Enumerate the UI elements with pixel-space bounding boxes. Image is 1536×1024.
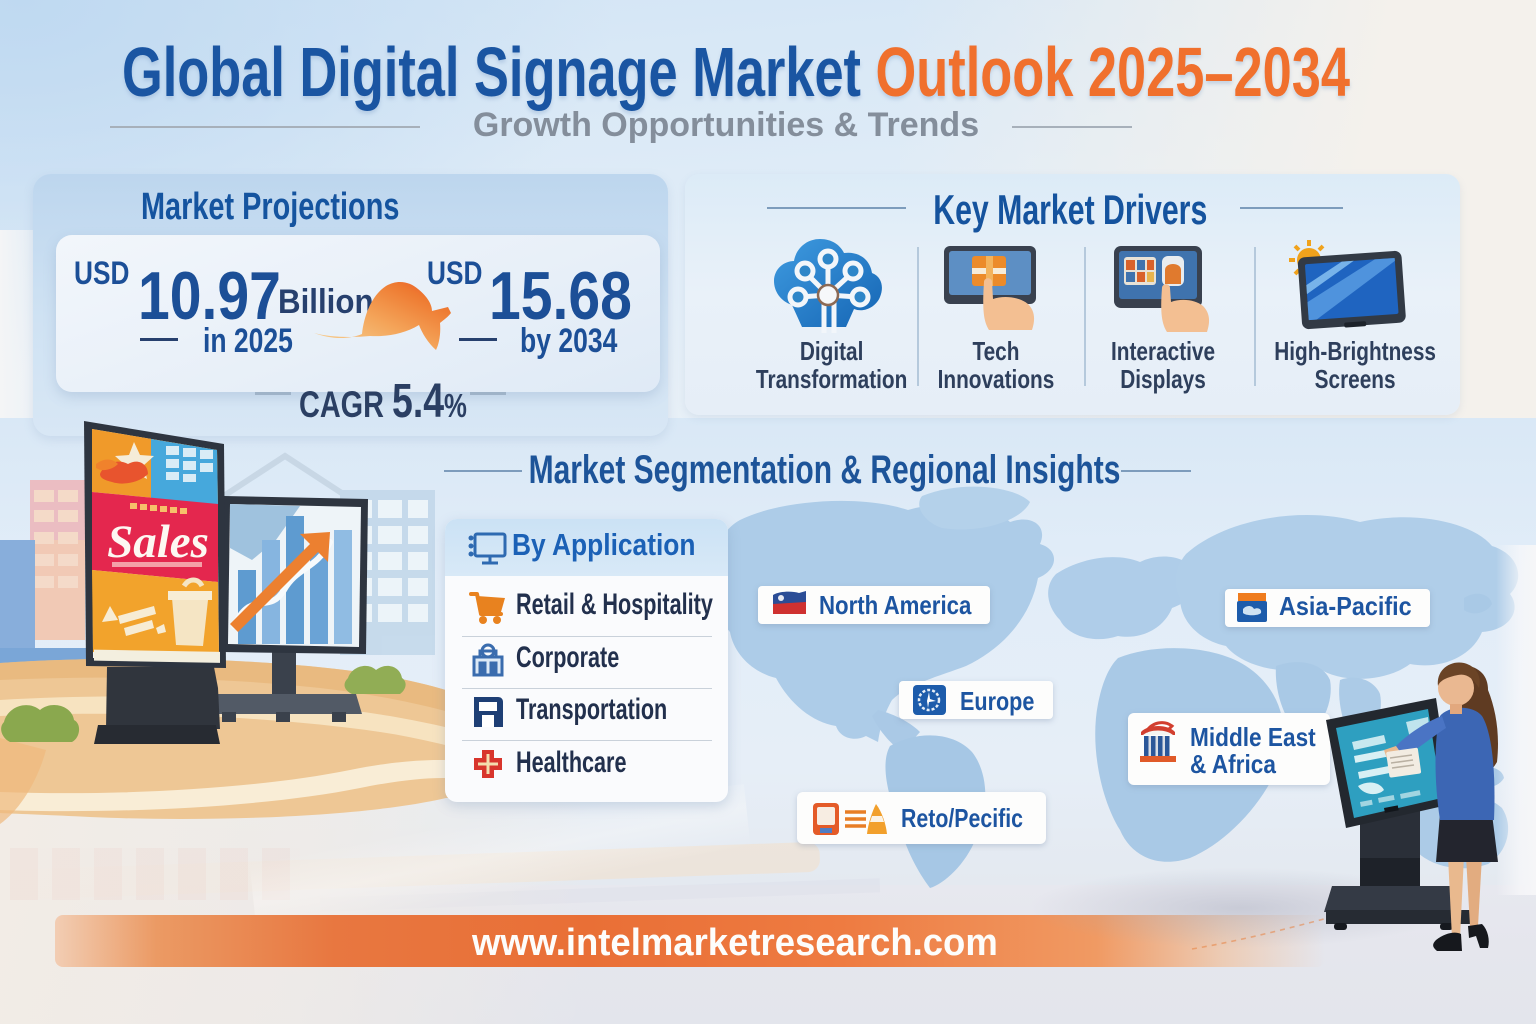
svg-text:Sales: Sales xyxy=(107,516,209,568)
